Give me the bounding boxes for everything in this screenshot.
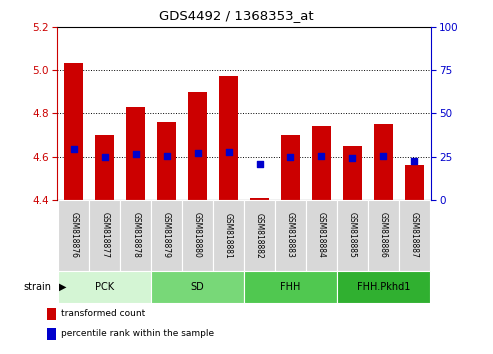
Text: GDS4492 / 1368353_at: GDS4492 / 1368353_at — [159, 9, 314, 22]
Text: GSM818884: GSM818884 — [317, 212, 326, 258]
Bar — [219, 76, 238, 200]
Text: GSM818877: GSM818877 — [100, 212, 109, 258]
Point — [132, 152, 140, 157]
Text: strain: strain — [24, 282, 52, 292]
Point — [410, 158, 418, 164]
Bar — [244, 200, 275, 271]
Bar — [306, 200, 337, 271]
Text: transformed count: transformed count — [62, 309, 146, 318]
Bar — [47, 308, 56, 320]
Bar — [281, 135, 300, 200]
Text: GSM818887: GSM818887 — [410, 212, 419, 258]
Text: GSM818883: GSM818883 — [286, 212, 295, 258]
Bar — [337, 200, 368, 271]
Point — [380, 153, 387, 158]
Text: GSM818885: GSM818885 — [348, 212, 357, 258]
Bar — [244, 271, 337, 303]
Text: PCK: PCK — [95, 282, 114, 292]
Bar — [405, 165, 423, 200]
Text: GSM818886: GSM818886 — [379, 212, 388, 258]
Text: ▶: ▶ — [59, 282, 67, 292]
Bar — [89, 200, 120, 271]
Bar — [188, 92, 207, 200]
Bar — [399, 200, 430, 271]
Text: percentile rank within the sample: percentile rank within the sample — [62, 329, 214, 338]
Text: GSM818882: GSM818882 — [255, 212, 264, 258]
Point — [101, 154, 108, 160]
Text: GSM818876: GSM818876 — [69, 212, 78, 258]
Bar — [65, 63, 83, 200]
Text: FHH.Pkhd1: FHH.Pkhd1 — [357, 282, 410, 292]
Bar — [182, 200, 213, 271]
Text: SD: SD — [191, 282, 205, 292]
Point — [194, 150, 202, 156]
Text: GSM818878: GSM818878 — [131, 212, 140, 258]
Bar — [157, 122, 176, 200]
Bar — [213, 200, 244, 271]
Point — [225, 149, 233, 155]
Point — [349, 155, 356, 161]
Bar — [312, 126, 331, 200]
Bar — [96, 135, 114, 200]
Bar — [374, 124, 392, 200]
Bar — [368, 200, 399, 271]
Bar — [126, 107, 145, 200]
Bar — [47, 328, 56, 340]
Text: GSM818880: GSM818880 — [193, 212, 202, 258]
Bar — [151, 271, 244, 303]
Text: GSM818881: GSM818881 — [224, 212, 233, 258]
Text: FHH: FHH — [281, 282, 301, 292]
Bar — [58, 200, 89, 271]
Point — [317, 153, 325, 158]
Bar — [337, 271, 430, 303]
Point — [70, 146, 78, 152]
Bar — [120, 200, 151, 271]
Text: GSM818879: GSM818879 — [162, 212, 171, 258]
Bar — [151, 200, 182, 271]
Point — [286, 154, 294, 160]
Point — [163, 153, 171, 158]
Bar — [58, 271, 151, 303]
Bar — [275, 200, 306, 271]
Bar — [343, 146, 362, 200]
Bar — [250, 198, 269, 200]
Point — [255, 161, 263, 167]
